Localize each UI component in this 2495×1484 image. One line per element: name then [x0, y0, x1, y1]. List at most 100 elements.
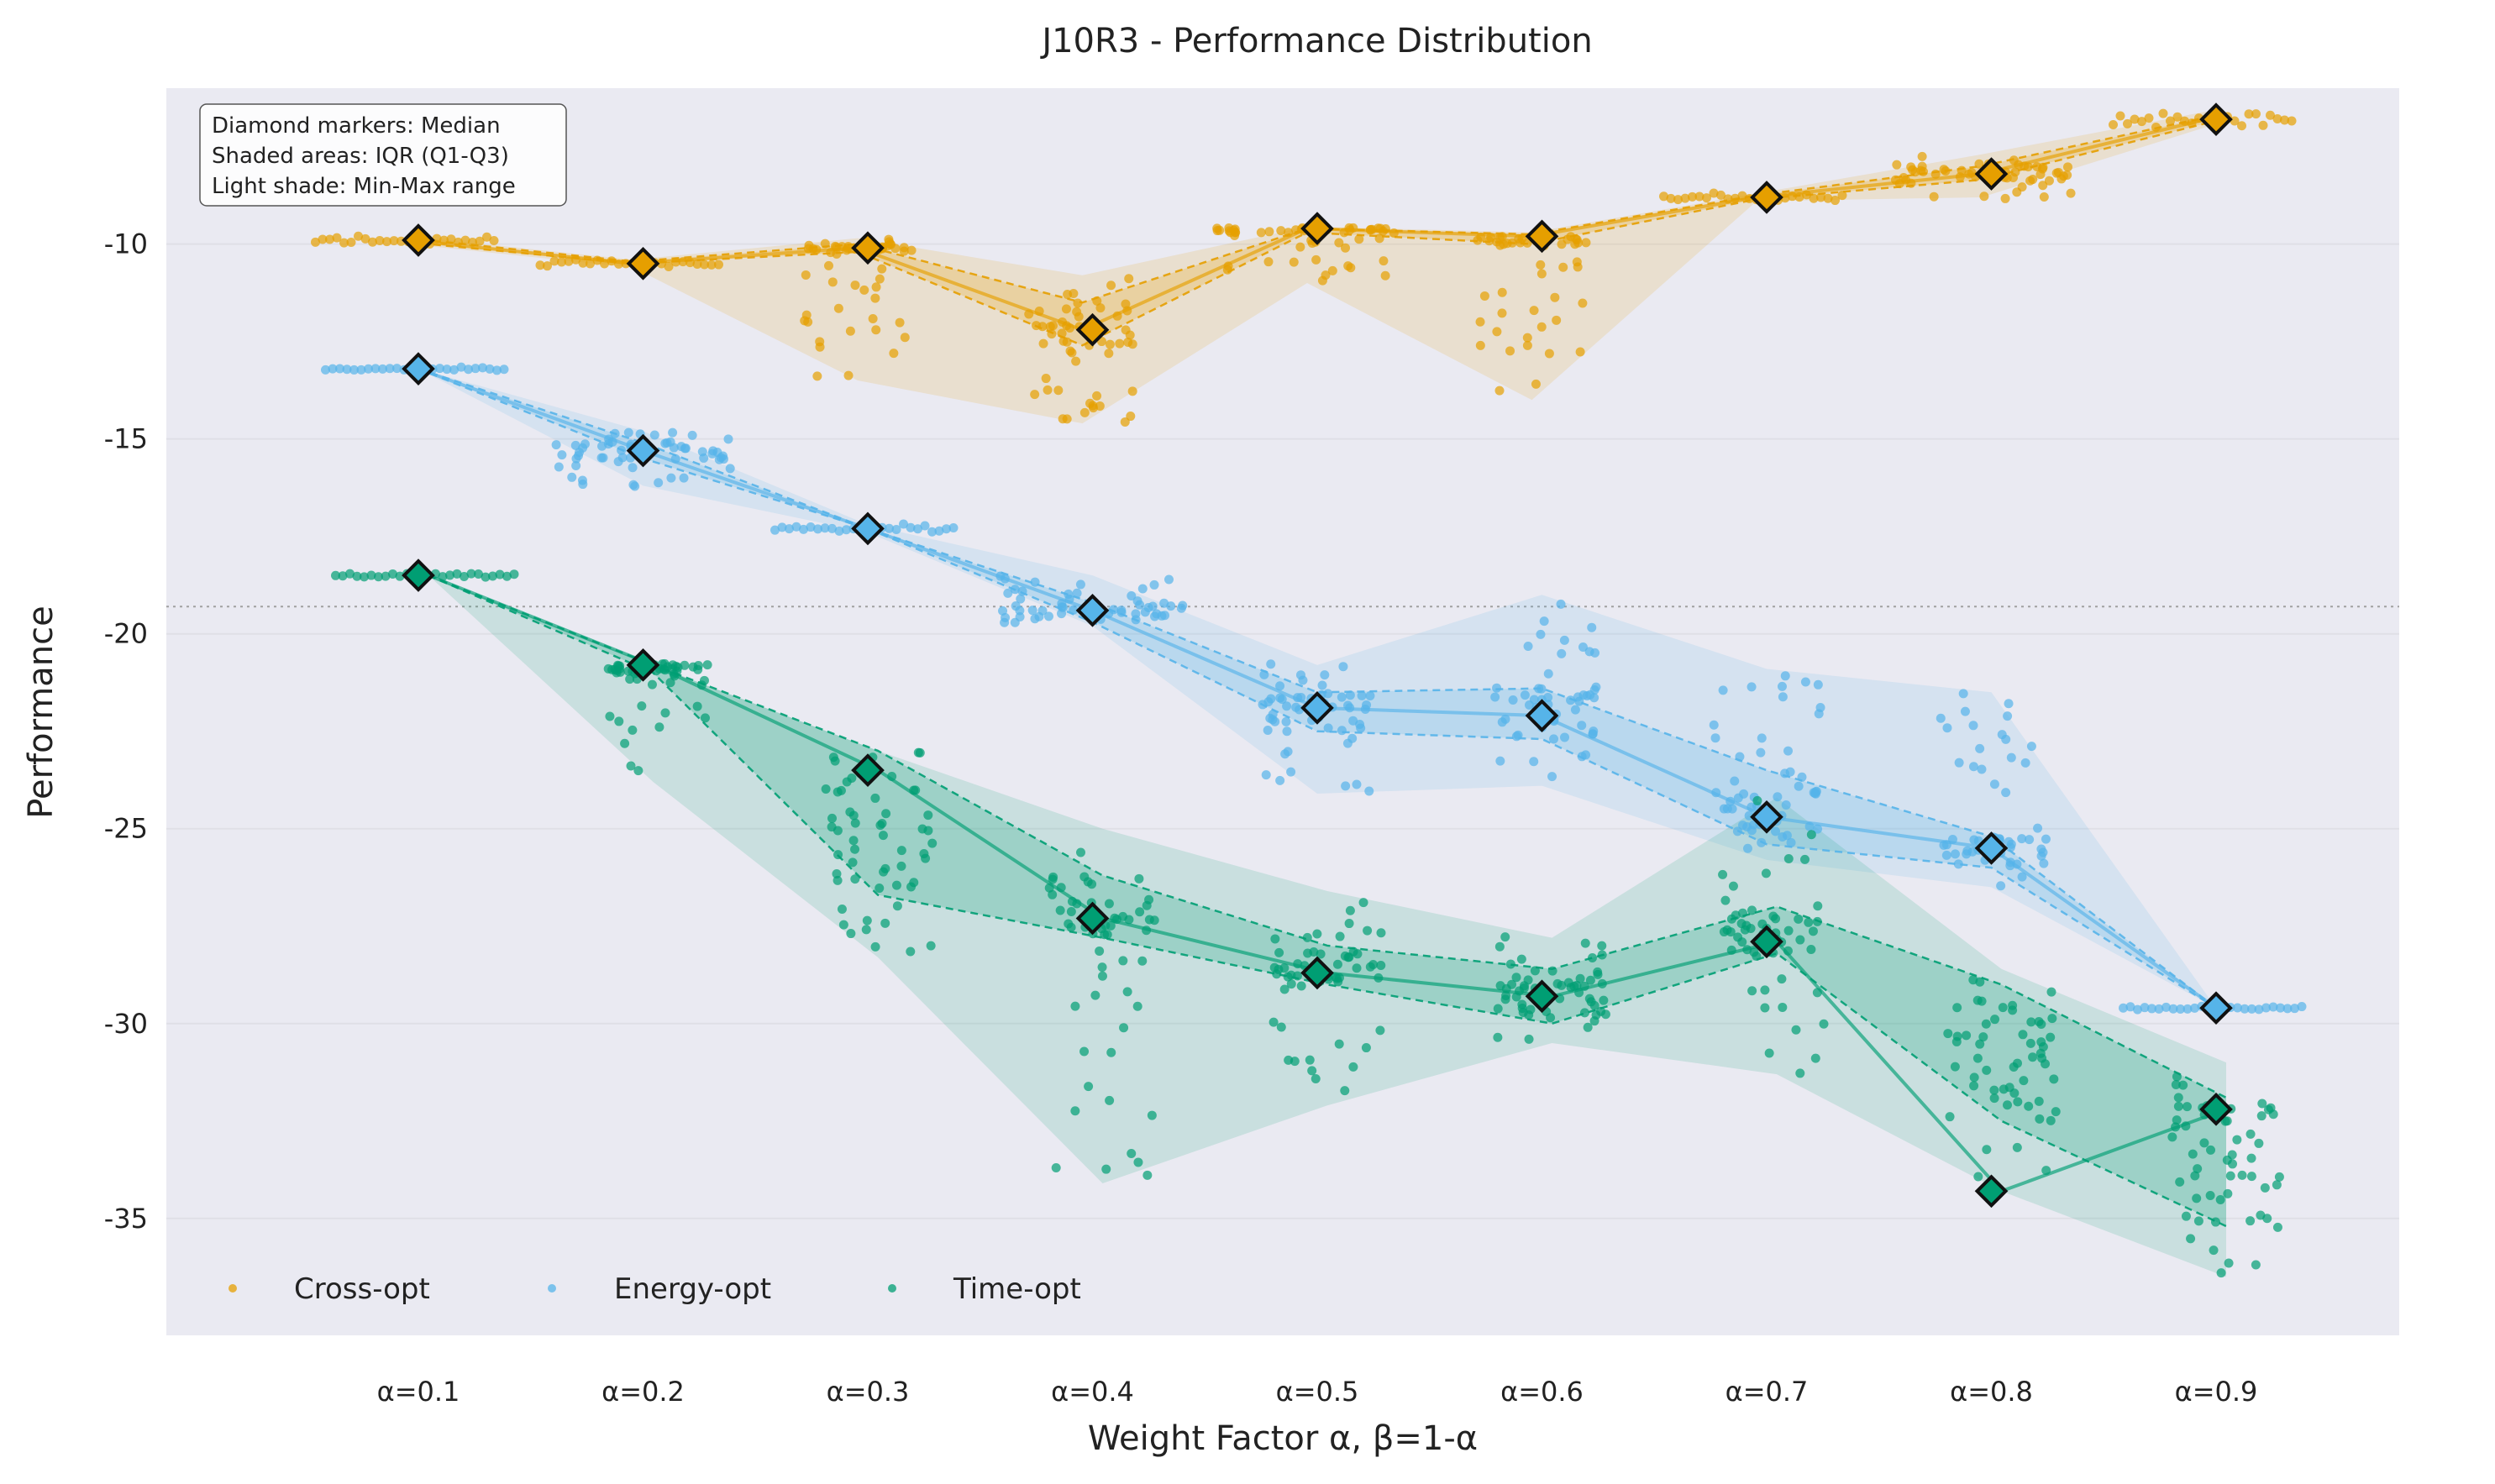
data-point — [1680, 193, 1690, 203]
data-point — [1307, 1066, 1317, 1076]
data-point — [1531, 379, 1541, 389]
data-point — [1812, 916, 1822, 926]
data-point — [1337, 726, 1347, 736]
data-point — [1500, 932, 1510, 942]
legend-label-cross-opt: Cross-opt — [294, 1272, 430, 1306]
data-point — [2172, 112, 2182, 122]
data-point — [1723, 194, 1733, 204]
data-point — [1109, 605, 1119, 615]
data-point — [2224, 1258, 2234, 1268]
x-tick-label: α=0.2 — [601, 1376, 685, 1408]
data-point — [617, 445, 627, 455]
data-point — [368, 237, 377, 247]
data-point — [2004, 1083, 2014, 1093]
data-point — [1494, 941, 1505, 952]
data-point — [1507, 979, 1517, 989]
data-point — [1340, 1086, 1350, 1096]
data-point — [1095, 303, 1106, 313]
data-point — [1739, 789, 1749, 799]
data-point — [1368, 959, 1379, 969]
data-point — [1941, 840, 1951, 850]
data-point — [1121, 299, 1131, 309]
data-point — [1997, 730, 2007, 740]
data-point — [554, 462, 564, 472]
data-point — [557, 450, 567, 460]
data-point — [360, 572, 369, 582]
data-point — [846, 929, 856, 939]
data-point — [2290, 1004, 2299, 1014]
legend: Cross-opt Energy-opt Time-opt — [228, 1272, 1081, 1306]
data-point — [1016, 594, 1026, 604]
data-point — [1317, 680, 1327, 690]
data-point — [1085, 398, 1095, 408]
data-point — [884, 237, 894, 247]
data-point — [345, 569, 355, 579]
data-point — [2001, 788, 2011, 798]
data-point — [927, 527, 937, 537]
data-point — [1038, 338, 1048, 349]
data-point — [1286, 979, 1296, 989]
data-point — [647, 679, 657, 690]
data-point — [1066, 922, 1076, 932]
data-point — [1501, 990, 1511, 1000]
data-point — [2012, 187, 2022, 197]
data-point — [804, 240, 814, 250]
data-point — [1968, 975, 1978, 985]
data-point — [1764, 1048, 1774, 1058]
data-point — [806, 522, 816, 532]
data-point — [360, 233, 370, 244]
data-point — [838, 920, 848, 930]
data-point — [435, 364, 444, 374]
data-point — [1574, 988, 1584, 998]
data-point — [1806, 944, 1816, 954]
data-point — [919, 849, 929, 859]
data-point — [670, 671, 680, 681]
data-point — [998, 606, 1008, 616]
data-point — [1048, 874, 1058, 884]
data-point — [1097, 971, 1107, 981]
data-point — [1261, 770, 1271, 780]
data-point — [1118, 956, 1128, 966]
data-point — [1115, 338, 1125, 349]
data-point — [1783, 853, 1794, 863]
data-point — [1105, 1095, 1115, 1105]
data-point — [1282, 726, 1292, 737]
data-point — [687, 430, 697, 440]
data-point — [2133, 1004, 2142, 1015]
median-diamond — [1750, 925, 1783, 959]
data-point — [1800, 677, 1810, 687]
data-point — [842, 525, 851, 535]
data-point — [1493, 1004, 1503, 1014]
data-point — [927, 838, 938, 848]
data-point — [1519, 983, 1529, 994]
data-point — [692, 701, 702, 711]
data-point — [1919, 166, 1929, 176]
data-point — [366, 570, 376, 580]
data-point — [1989, 1093, 1999, 1104]
data-point — [607, 437, 617, 447]
data-point — [2193, 1216, 2203, 1226]
data-point — [2017, 834, 2027, 844]
data-point — [1305, 1055, 1315, 1065]
data-point — [445, 570, 454, 580]
data-point — [2036, 851, 2046, 861]
data-point — [1365, 690, 1375, 700]
data-point — [2058, 171, 2068, 181]
data-point — [449, 364, 459, 375]
data-point — [1989, 779, 1999, 789]
median-diamond — [1974, 831, 2009, 865]
data-point — [1515, 238, 1526, 248]
data-point — [470, 364, 481, 374]
data-point — [2044, 176, 2054, 186]
data-point — [1106, 281, 1116, 291]
data-point — [1998, 1003, 2008, 1013]
median-diamond — [1075, 901, 1110, 936]
data-point — [1549, 734, 1559, 744]
data-point — [1140, 607, 1150, 617]
data-point — [1559, 635, 1569, 645]
data-point — [1788, 191, 1797, 202]
data-point — [1732, 826, 1742, 836]
data-point — [1812, 988, 1822, 998]
data-point — [2005, 842, 2015, 852]
data-point — [875, 884, 885, 894]
